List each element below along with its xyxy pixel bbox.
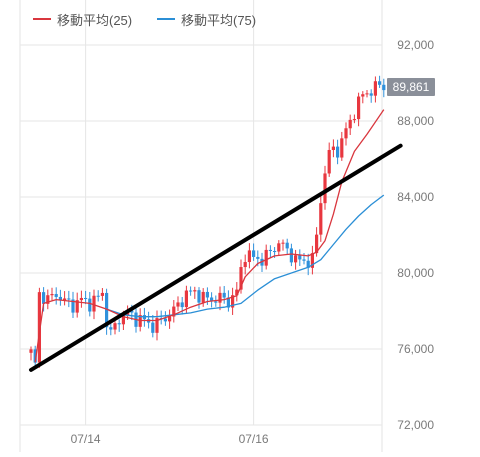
candle-body [277,243,281,252]
current-price-badge: 89,861 [387,78,435,96]
candle-body [298,255,302,260]
candle-body [352,119,356,121]
candle-body [109,327,113,330]
candle-body [357,96,361,120]
candle-body [151,322,155,333]
candle-body [340,138,344,158]
candle-body [201,291,205,303]
trend-line [29,143,403,372]
x-tick-label: 07/16 [239,432,269,446]
y-tick-label: 80,000 [397,266,434,280]
candle-body [315,234,319,254]
candle-body [252,250,256,257]
candle-body [243,262,247,268]
y-tick-label: 72,000 [397,418,434,432]
candle-body [336,146,340,158]
candle-body [46,295,50,304]
candle-body [37,292,41,363]
candle-body [331,146,335,150]
candle-body [289,248,293,263]
candle-body [168,316,172,322]
ma75-swatch [157,18,175,20]
candle-body [180,302,184,308]
candle-body [67,298,71,300]
candle-body [378,81,382,85]
candle-body [121,315,125,325]
candle-body [319,203,323,235]
candle-body [176,302,180,307]
candle-body [273,251,277,253]
candle-body [210,297,214,302]
candle-body [365,93,369,95]
candle-body [231,295,235,308]
candle-body [214,301,218,303]
candle-body [256,256,260,259]
y-tick-label: 84,000 [397,190,434,204]
candle-body [247,250,251,263]
candle-body [184,290,188,308]
candle-body [268,249,272,252]
candle-body [294,255,298,263]
candle-body [348,119,352,129]
candle-body [323,173,327,204]
candle-body [264,249,268,266]
candle-body [71,299,75,313]
y-tick-label: 88,000 [397,114,434,128]
candle-body [63,298,67,301]
candle-body [373,81,377,96]
candle-body [327,149,331,174]
candle-body [100,292,104,296]
candle-body [172,306,176,317]
candle-body [189,290,193,292]
candle-body [58,296,62,301]
y-tick-label: 92,000 [397,38,434,52]
candle-body [239,267,243,290]
candle-body [235,289,239,296]
candle-body [54,294,58,297]
candle-body [75,300,79,313]
candle-body [306,260,310,268]
candle-body [29,349,33,353]
candle-body [84,297,88,299]
candle-body [222,292,226,298]
x-tick-label: 07/14 [71,432,101,446]
candle-body [88,298,92,312]
candle-body [42,292,46,304]
candle-body [79,297,83,301]
candle-body [205,291,209,298]
candle-body [96,295,100,297]
ma25-line [34,109,385,363]
candle-body [130,310,134,313]
candle-body [117,323,121,325]
candle-body [382,84,386,91]
legend-ma25[interactable]: 移動平均(25) [33,9,132,29]
candle-body [50,294,54,296]
candle-body [281,242,285,244]
candle-body [226,297,230,308]
legend-ma75[interactable]: 移動平均(75) [157,9,256,29]
candle-body [310,253,314,268]
candle-body [163,318,167,322]
candle-body [344,128,348,139]
ma75-line [106,194,385,318]
legend-ma25-label: 移動平均(25) [57,12,133,28]
candle-body [361,94,365,97]
candle-body [92,295,96,312]
ma25-swatch [33,18,51,20]
candle-body [33,349,37,363]
candle-body [197,290,201,303]
legend-ma75-label: 移動平均(75) [181,12,257,28]
candle-body [302,259,306,261]
candle-body [193,290,197,292]
candle-body [285,242,289,249]
y-tick-label: 76,000 [397,342,434,356]
candle-body [155,318,159,333]
candle-body [369,93,373,96]
candle-body [105,292,109,328]
candle-body [113,323,117,330]
candle-body [218,292,222,303]
